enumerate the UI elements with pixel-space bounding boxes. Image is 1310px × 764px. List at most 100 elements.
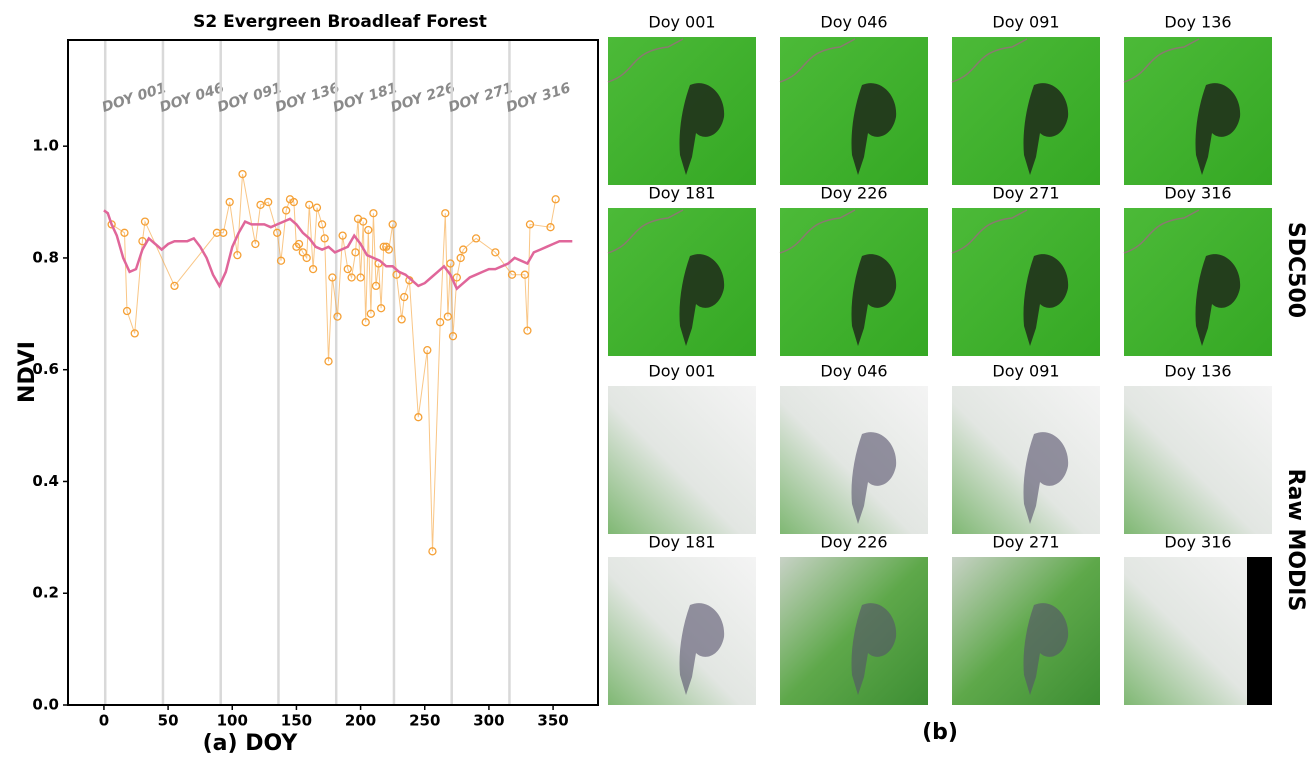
x-tick-label: 0 — [99, 712, 109, 730]
observation-point — [324, 357, 333, 366]
image-title: Doy 091 — [992, 13, 1059, 32]
observation-point — [317, 220, 327, 229]
image — [780, 557, 928, 705]
image — [952, 386, 1100, 534]
observation-point — [276, 256, 286, 265]
x-tick-label: 300 — [473, 712, 504, 730]
doy-label: DOY 226 — [389, 80, 458, 116]
image — [608, 557, 756, 705]
x-tick-label: 150 — [281, 712, 312, 730]
image-title: Doy 136 — [1164, 13, 1231, 32]
observation-point — [388, 220, 397, 229]
doy-label: DOY 001 — [100, 80, 168, 116]
observation-point — [233, 250, 242, 260]
image — [780, 37, 928, 185]
observation-point — [238, 169, 247, 179]
observation-point — [343, 264, 352, 274]
image-burn — [851, 254, 897, 346]
image-title: Doy 136 — [1164, 362, 1231, 381]
image — [1124, 37, 1272, 185]
doy-label: DOY 046 — [158, 80, 227, 116]
image-river — [607, 38, 684, 83]
x-tick-label: 50 — [158, 712, 179, 730]
observation-point — [446, 259, 455, 268]
observation-point — [414, 413, 423, 422]
observation-point — [122, 306, 132, 316]
image-title: Doy 001 — [648, 362, 715, 381]
image — [1124, 386, 1272, 534]
observation-point — [491, 248, 500, 257]
image-nodata — [1247, 557, 1272, 705]
y-tick-label: 0.0 — [32, 696, 59, 714]
observation-point — [436, 318, 445, 327]
image-title: Doy 316 — [1164, 533, 1231, 552]
image-burn — [1023, 432, 1069, 524]
observation-point — [328, 273, 337, 282]
observation-point — [525, 220, 535, 229]
image-burn — [1195, 254, 1241, 346]
observation-point — [298, 248, 307, 257]
doy-label: DOY 271 — [446, 80, 514, 116]
observation-point — [305, 200, 314, 210]
x-tick-label: 200 — [345, 712, 376, 730]
image-river — [607, 209, 684, 254]
image-river — [951, 38, 1028, 83]
observation-point — [170, 281, 179, 291]
image — [608, 208, 756, 356]
image-burn — [1023, 603, 1069, 695]
observation-point — [471, 234, 481, 243]
observation-point — [400, 292, 409, 302]
image-title: Doy 181 — [648, 533, 715, 552]
image-title: Doy 181 — [648, 184, 715, 203]
image — [952, 208, 1100, 356]
group-label: Raw MODIS — [1283, 469, 1308, 612]
image-title: Doy 316 — [1164, 184, 1231, 203]
observation-point — [308, 264, 318, 274]
observation-point — [312, 203, 322, 212]
image-river — [779, 209, 856, 254]
y-tick-label: 0.6 — [32, 360, 59, 378]
observation-point — [384, 245, 393, 254]
observation-point — [369, 209, 378, 218]
observation-point — [452, 273, 461, 282]
image — [780, 386, 928, 534]
doy-label: DOY 091 — [215, 80, 283, 116]
x-tick-label: 250 — [409, 712, 440, 730]
image-title: Doy 001 — [648, 13, 715, 32]
image — [608, 386, 756, 534]
image-burn — [679, 254, 725, 346]
image-burn — [1023, 254, 1069, 346]
observation-point — [264, 197, 273, 207]
observation-point — [423, 345, 432, 355]
observation-point — [376, 304, 386, 313]
image-burn — [851, 83, 897, 175]
image-grid: Doy 001 Doy 046 Doy 091 Doy 136 Doy 181 Doy 2… — [607, 13, 1308, 705]
observation-point — [294, 239, 304, 249]
panel-label: (b) — [922, 720, 958, 745]
observation-point — [219, 228, 228, 237]
image — [608, 37, 756, 185]
observation-point — [302, 253, 311, 263]
image-river — [1123, 38, 1200, 83]
image-title: Doy 046 — [820, 362, 887, 381]
smoothed-line — [103, 209, 573, 291]
observation-point — [459, 245, 468, 254]
image — [780, 208, 928, 356]
y-tick-label: 1.0 — [32, 137, 59, 155]
observation-point — [507, 270, 517, 279]
plot-frame — [67, 39, 599, 706]
x-axis-label: (a) DOY — [203, 731, 299, 756]
observation-point — [397, 315, 406, 324]
image-title: Doy 271 — [992, 184, 1059, 203]
observation-point — [130, 329, 139, 338]
y-tick-label: 0.2 — [32, 584, 59, 602]
y-tick-label: 0.8 — [32, 248, 59, 266]
observation-point — [289, 197, 299, 207]
image-title: Doy 226 — [820, 533, 887, 552]
image-river — [951, 209, 1028, 254]
y-tick-label: 0.4 — [32, 472, 59, 490]
observation-line — [111, 174, 557, 552]
image-burn — [679, 83, 725, 175]
observation-point — [359, 217, 368, 226]
